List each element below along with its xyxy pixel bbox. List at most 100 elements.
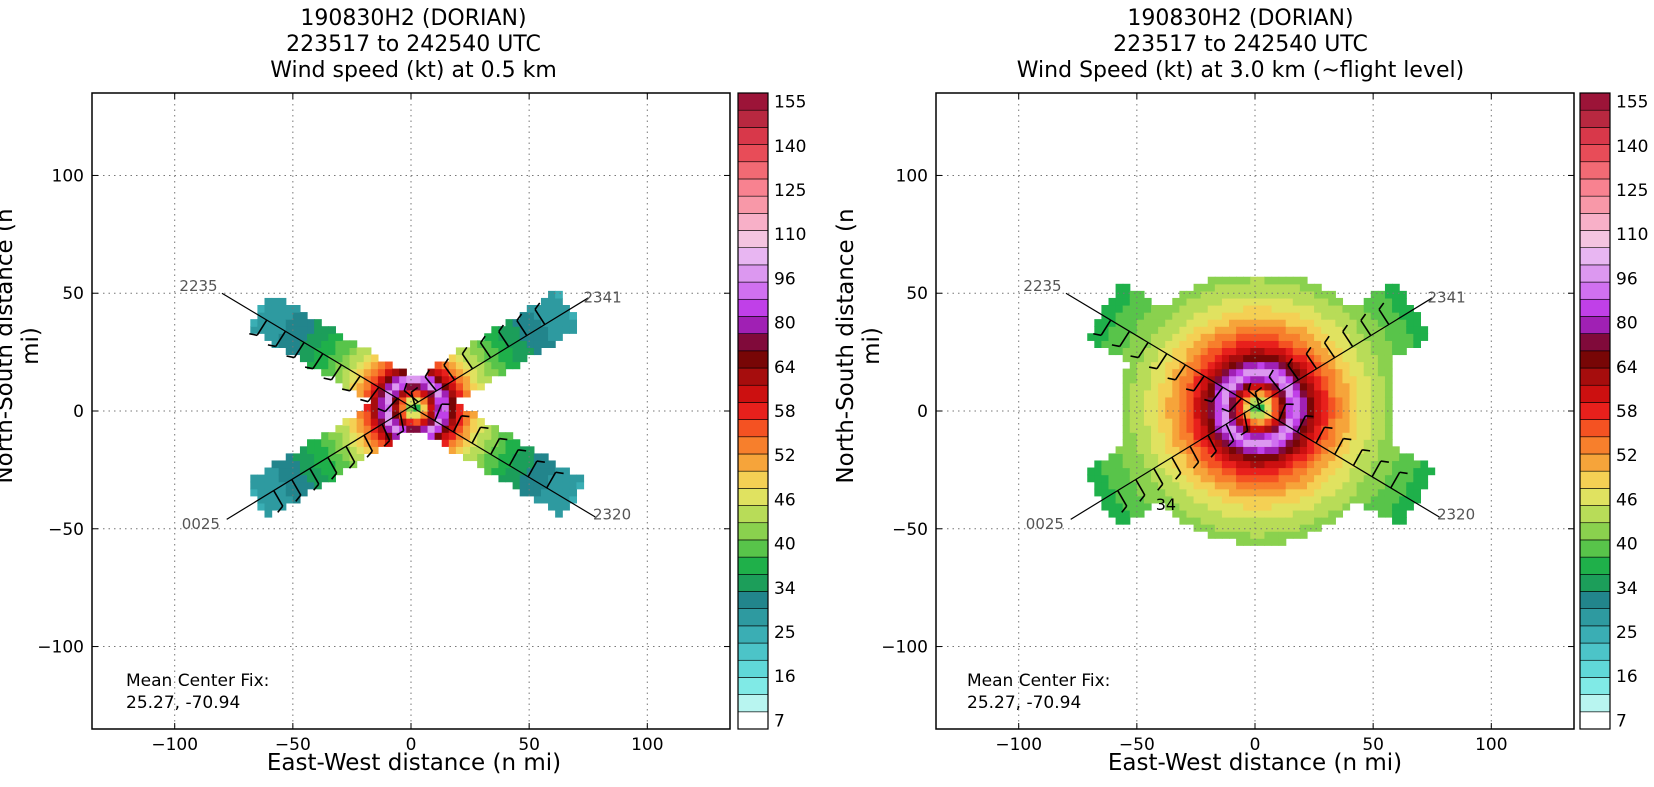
wind-cell — [498, 446, 507, 454]
wind-cell — [314, 439, 322, 447]
wind-barb — [443, 364, 456, 381]
wind-cell — [385, 382, 393, 391]
wind-cell — [434, 368, 443, 377]
wind-barb — [424, 376, 438, 392]
wind-cell — [1214, 495, 1223, 504]
wind-cell — [1363, 396, 1372, 405]
wind-cell — [434, 396, 443, 405]
wind-cell — [356, 453, 365, 462]
wind-cell — [1165, 446, 1173, 454]
wind-cell — [1285, 319, 1294, 327]
wind-cell — [533, 347, 542, 356]
wind-cell — [1292, 474, 1301, 483]
wind-cell — [1299, 312, 1308, 320]
wind-cell — [385, 396, 393, 405]
colorbar-cell — [1579, 384, 1611, 403]
wind-cell — [1384, 488, 1393, 497]
wind-cell — [1285, 326, 1294, 334]
wind-cell — [250, 319, 259, 327]
wind-cell — [285, 481, 294, 490]
wind-cell — [1136, 326, 1145, 334]
wind-cell — [1271, 312, 1280, 320]
wind-cell — [1306, 418, 1315, 426]
wind-cell — [406, 418, 414, 426]
wind-cell — [1377, 297, 1386, 306]
wind-cell — [1221, 460, 1230, 469]
wind-cell — [1243, 389, 1251, 398]
wind-barb-flag — [286, 355, 295, 359]
wind-cell — [1392, 495, 1400, 504]
wind-cell — [1236, 297, 1244, 306]
wind-cell — [342, 375, 351, 384]
wind-cell — [512, 347, 521, 356]
wind-cell — [1278, 389, 1287, 398]
wind-cell — [1179, 439, 1188, 447]
wind-cell — [370, 432, 379, 440]
wind-cell — [1214, 460, 1223, 469]
wind-barb-flag — [1210, 450, 1217, 458]
wind-cell — [1193, 524, 1202, 532]
wind-barb-flag — [1399, 471, 1408, 475]
wind-cell — [1321, 305, 1329, 313]
wind-cell — [1335, 411, 1344, 419]
wind-cell — [498, 460, 507, 469]
wind-cell — [1136, 375, 1145, 384]
wind-cell — [1193, 474, 1202, 483]
wind-cell — [1087, 467, 1095, 476]
wind-cell — [1229, 305, 1237, 313]
grid — [936, 93, 1574, 729]
wind-cell — [455, 389, 464, 398]
wind-cell — [1172, 446, 1180, 454]
wind-cell — [1172, 453, 1180, 462]
wind-cell — [1207, 276, 1216, 285]
wind-cell — [307, 333, 315, 341]
wind-cell — [1384, 340, 1393, 348]
wind-cell — [1370, 368, 1379, 377]
wind-cell — [1278, 354, 1287, 363]
wind-cell — [1328, 312, 1336, 320]
wind-barb-flag — [461, 415, 470, 418]
wind-cell — [1151, 368, 1159, 377]
wind-cell — [1236, 432, 1244, 440]
wind-cell — [1094, 326, 1103, 334]
wind-cell — [292, 474, 301, 483]
wind-cell — [1129, 495, 1138, 504]
wind-cell — [477, 361, 485, 370]
wind-barb — [403, 390, 419, 403]
wind-cell — [1122, 368, 1131, 377]
wind-cell — [299, 467, 308, 476]
wind-cell — [1356, 305, 1365, 313]
wind-cell — [1151, 396, 1159, 405]
wind-cell — [1250, 517, 1258, 525]
colorbar-tick-label: 52 — [774, 446, 796, 466]
wind-cell — [342, 425, 351, 433]
wind-cell — [540, 467, 549, 476]
wind-barb-flag — [267, 344, 276, 348]
wind-barb — [1171, 456, 1182, 474]
wind-cell — [1243, 467, 1251, 476]
wind-cell — [512, 467, 521, 476]
wind-cell — [1165, 411, 1173, 419]
wind-cell — [1136, 425, 1145, 433]
wind-cell — [342, 460, 351, 469]
wind-cell — [1292, 460, 1301, 469]
flight-legs — [1065, 292, 1440, 520]
wind-cell — [1413, 333, 1422, 341]
wind-cell — [370, 361, 379, 370]
wind-cell — [470, 347, 478, 356]
wind-cell — [1370, 446, 1379, 454]
wind-cell — [1221, 347, 1230, 356]
wind-cell — [1186, 425, 1195, 433]
wind-cell — [1172, 488, 1180, 497]
wind-cell — [1356, 425, 1365, 433]
wind-cell — [278, 319, 287, 327]
colorbar-tick-label: 58 — [1616, 402, 1638, 422]
wind-cell — [1257, 319, 1266, 327]
wind-cell — [484, 432, 492, 440]
wind-cell — [1179, 290, 1188, 299]
wind-cell — [1384, 495, 1393, 504]
wind-cell — [1278, 361, 1287, 370]
wind-cell — [477, 446, 485, 454]
wind-cell — [1250, 538, 1258, 546]
